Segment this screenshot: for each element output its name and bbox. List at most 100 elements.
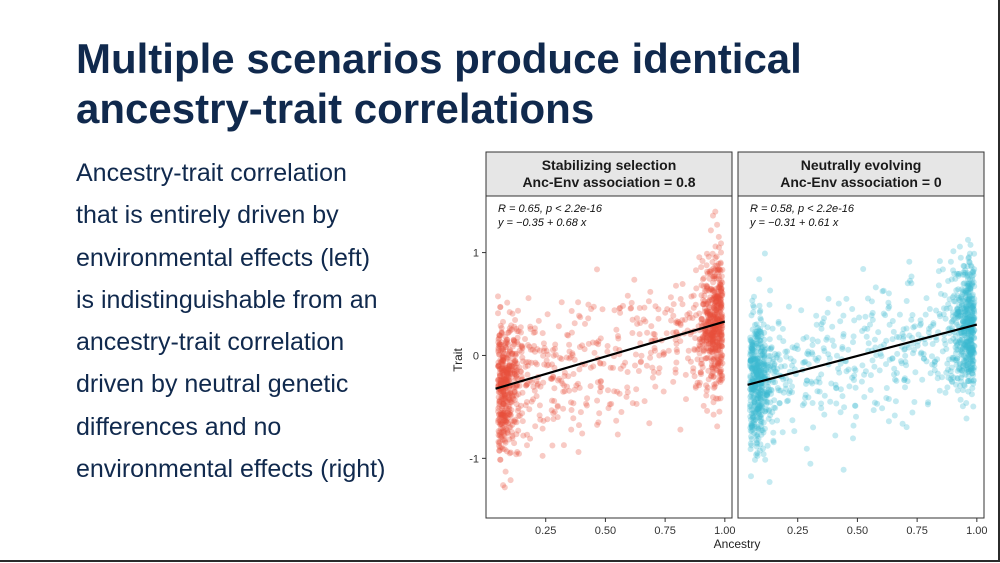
data-point: [502, 421, 509, 428]
data-point: [647, 354, 654, 361]
data-point: [714, 339, 720, 346]
data-point: [964, 366, 971, 373]
data-point: [769, 409, 776, 416]
data-point: [649, 364, 656, 371]
data-point: [715, 295, 722, 302]
data-point: [967, 286, 974, 293]
data-point: [682, 371, 689, 378]
data-point: [802, 391, 809, 398]
data-point: [918, 349, 925, 356]
data-point: [673, 359, 680, 366]
data-point: [968, 350, 975, 357]
data-point: [939, 374, 945, 381]
data-point: [501, 391, 508, 398]
data-point: [891, 371, 897, 378]
data-point: [632, 351, 639, 358]
data-point: [752, 456, 758, 463]
data-point: [846, 383, 853, 390]
data-point: [962, 354, 969, 361]
data-point: [714, 347, 721, 354]
data-point: [759, 394, 766, 400]
data-point: [953, 361, 960, 368]
data-point: [703, 318, 710, 325]
data-point: [500, 388, 507, 395]
data-point: [506, 397, 513, 404]
data-point: [523, 399, 530, 405]
data-point: [967, 347, 974, 354]
data-point: [758, 415, 765, 422]
data-point: [970, 268, 977, 275]
data-point: [558, 356, 565, 362]
data-point: [717, 299, 724, 306]
data-point: [760, 359, 767, 366]
data-point: [966, 348, 973, 355]
data-point: [497, 426, 504, 433]
data-point: [704, 250, 710, 257]
data-point: [502, 438, 508, 445]
data-point: [709, 365, 716, 372]
data-point: [705, 367, 712, 374]
data-point: [497, 380, 504, 387]
data-point: [750, 355, 757, 362]
data-point: [883, 361, 889, 368]
data-point: [503, 405, 510, 412]
data-point: [748, 345, 755, 351]
data-point: [754, 393, 760, 400]
data-point: [801, 400, 808, 407]
data-point: [568, 308, 575, 314]
data-point: [497, 304, 504, 311]
data-point: [747, 358, 754, 364]
data-point: [524, 371, 531, 378]
data-point: [968, 337, 975, 344]
data-point: [500, 345, 507, 352]
data-point: [512, 352, 519, 359]
data-point: [756, 336, 763, 343]
data-point: [514, 449, 521, 455]
data-point: [504, 398, 510, 405]
data-point: [893, 377, 900, 384]
data-point: [501, 350, 508, 357]
data-point: [952, 314, 959, 321]
data-point: [969, 352, 976, 359]
data-point: [498, 365, 505, 372]
data-point: [620, 362, 627, 369]
data-point: [947, 376, 954, 383]
data-point: [800, 359, 807, 366]
data-point: [963, 355, 970, 362]
data-point: [760, 374, 767, 381]
data-point: [568, 407, 575, 413]
plot-panel: [737, 195, 985, 519]
data-point: [711, 302, 718, 309]
data-point: [963, 415, 970, 422]
data-point: [961, 346, 968, 353]
data-point: [509, 367, 516, 374]
data-point: [768, 344, 775, 351]
data-point: [968, 263, 975, 270]
data-point: [971, 335, 978, 342]
data-point: [964, 303, 971, 310]
data-point: [816, 379, 823, 386]
data-point: [969, 345, 976, 352]
data-point: [531, 325, 538, 332]
data-point: [764, 442, 771, 449]
data-point: [500, 396, 507, 402]
data-point: [498, 358, 505, 365]
data-point: [497, 414, 504, 421]
data-point: [527, 323, 534, 330]
data-point: [716, 357, 723, 364]
data-point: [966, 293, 973, 300]
data-point: [766, 407, 773, 414]
data-point: [495, 342, 502, 349]
data-point: [700, 301, 707, 307]
data-point: [709, 329, 716, 336]
data-point: [710, 373, 717, 380]
data-point: [515, 307, 521, 314]
data-point: [760, 445, 766, 452]
data-point: [959, 319, 966, 326]
data-point: [698, 264, 705, 271]
data-point: [624, 384, 631, 391]
data-point: [957, 340, 964, 347]
data-point: [506, 403, 513, 410]
data-point: [752, 321, 758, 328]
data-point: [599, 306, 606, 313]
